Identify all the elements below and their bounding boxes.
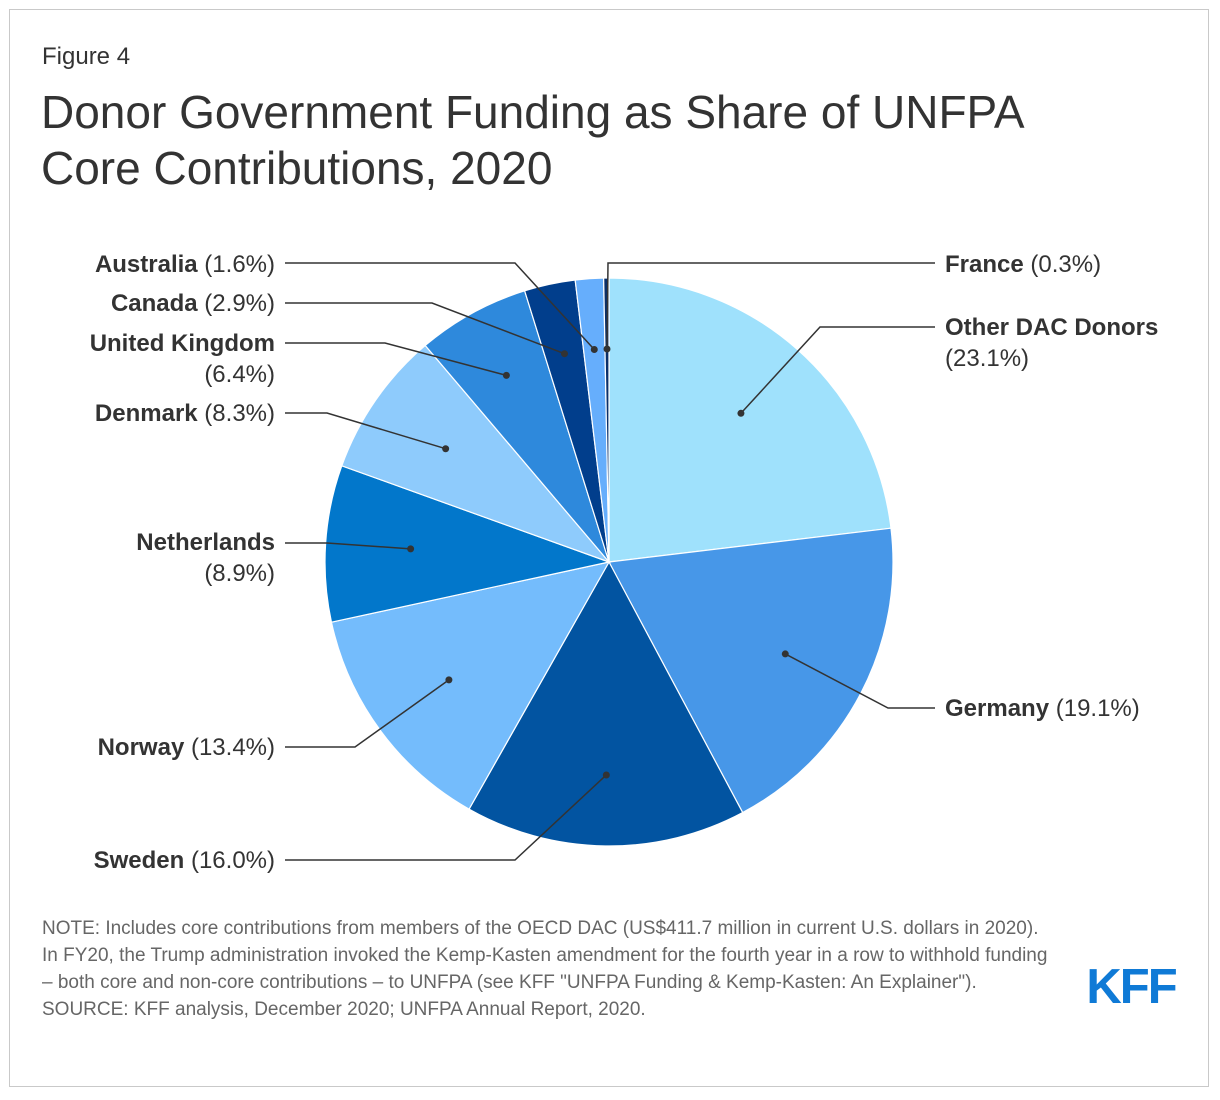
leader-line [285,542,411,550]
leader-dot [737,409,745,417]
pie-slices [324,277,894,847]
slice-label-value: (1.6%) [198,251,275,278]
leader-dot [560,350,568,358]
slice-label-value: (8.9%) [204,560,275,587]
leader-lines [285,262,935,861]
slice-label-value: (13.4%) [184,734,275,761]
slice-label-value: (6.4%) [204,361,275,388]
slice-label: Norway (13.4%) [98,734,275,761]
slice-labels: Other DAC Donors (23.1%) Germany (19.1%) Sw… [90,251,1159,874]
leader-line [285,774,607,861]
leader-line [285,302,565,355]
slice-label: Denmark (8.3%) [95,400,275,427]
slice-label-value: (2.9%) [198,290,275,317]
slice-label-value: (16.0%) [184,847,275,874]
kff-logo-text: KFF [1086,961,1176,1009]
leader-line [285,262,595,351]
leader-dot [781,650,789,658]
slice-label: United Kingdom (6.4%) [90,330,275,388]
leader-line [606,262,935,350]
slice-label-value: (19.1%) [1049,695,1140,722]
leader-dot [590,346,598,354]
chart-title-line-1: Donor Government Funding as Share of UNF… [41,86,1025,138]
slice-label-name: Canada [111,290,198,317]
leader-line [740,326,935,414]
leader-dot [502,371,510,379]
slice-label: France (0.3%) [945,251,1101,278]
leader-line [285,412,446,450]
slice-label: Australia (1.6%) [95,251,275,278]
slice-label-name: Denmark [95,400,198,427]
pie-slice-sweden [468,560,744,847]
leader-dot [602,771,610,779]
chart-title: Donor Government Funding as Share of UNF… [41,84,1141,196]
slice-label: Sweden (16.0%) [94,847,275,874]
slice-label-name: Australia [95,251,198,278]
slice-label: Germany (19.1%) [945,695,1140,722]
slice-label-name: Other DAC Donors [945,314,1158,341]
slice-label-name: Sweden [94,847,185,874]
leader-dot [445,676,453,684]
chart-title-line-2: Core Contributions, 2020 [41,142,553,194]
slice-label: Netherlands (8.9%) [136,529,275,587]
slice-label-value: (23.1%) [945,345,1029,372]
slice-label-name: France [945,251,1024,278]
slice-label: Other DAC Donors (23.1%) [945,314,1158,372]
slice-label: Canada (2.9%) [111,290,275,317]
slice-label-name: Germany [945,695,1050,722]
kff-logo: KFF [1086,961,1178,1009]
slice-label-value: (8.3%) [198,400,275,427]
leader-dot [442,445,450,453]
slice-label-name: Norway [98,734,185,761]
leader-line [784,653,935,709]
pie-slice-other-dac-donors [608,277,892,563]
pie-slice-united-kingdom [424,290,610,563]
leader-line [285,342,507,377]
chart-note: NOTE: Includes core contributions from m… [42,918,1048,1020]
pie-slice-norway [330,561,611,810]
pie-slice-denmark [341,344,611,564]
leader-dot [407,545,415,553]
slice-label-name: United Kingdom [90,330,275,357]
figure-label: Figure 4 [42,43,131,70]
leader-dot [603,345,611,353]
slice-label-name: Netherlands [136,529,275,556]
leader-line [285,679,450,748]
slice-label-value: (0.3%) [1024,251,1101,278]
